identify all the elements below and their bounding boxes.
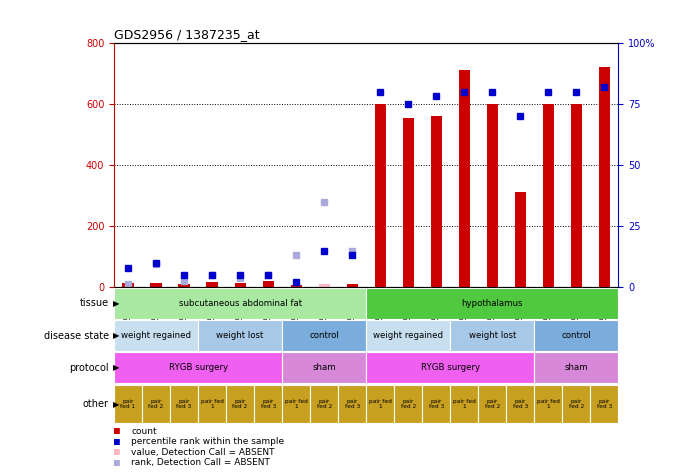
Bar	[543, 104, 554, 287]
Bar	[291, 285, 302, 287]
Text: percentile rank within the sample: percentile rank within the sample	[131, 438, 285, 446]
Text: ▶: ▶	[113, 331, 120, 340]
Text: pair
fed 2: pair fed 2	[232, 399, 248, 410]
Bar	[198, 385, 226, 423]
Text: weight regained: weight regained	[121, 331, 191, 340]
Text: weight regained: weight regained	[373, 331, 443, 340]
Bar	[507, 385, 534, 423]
Text: ■: ■	[114, 437, 120, 447]
Bar	[422, 385, 451, 423]
Text: RYGB surgery: RYGB surgery	[421, 364, 480, 372]
Bar	[395, 385, 422, 423]
Bar	[403, 118, 414, 287]
Text: disease state: disease state	[44, 330, 109, 341]
Text: control: control	[310, 331, 339, 340]
Text: sham: sham	[565, 364, 588, 372]
Text: hypothalamus: hypothalamus	[462, 299, 523, 308]
Text: control: control	[562, 331, 591, 340]
Text: pair
fed 3: pair fed 3	[428, 399, 444, 410]
Bar	[366, 352, 534, 383]
Bar	[347, 284, 358, 287]
Bar	[114, 352, 282, 383]
Bar	[478, 385, 507, 423]
Bar	[282, 385, 310, 423]
Bar	[338, 385, 366, 423]
Bar	[114, 320, 198, 351]
Bar	[170, 385, 198, 423]
Text: value, Detection Call = ABSENT: value, Detection Call = ABSENT	[131, 448, 275, 456]
Text: ■: ■	[114, 447, 120, 457]
Text: pair
fed 2: pair fed 2	[149, 399, 164, 410]
Text: other: other	[83, 399, 109, 409]
Bar	[366, 288, 618, 319]
Bar	[375, 104, 386, 287]
Bar	[451, 320, 534, 351]
Bar	[254, 385, 282, 423]
Bar	[486, 104, 498, 287]
Text: rank, Detection Call = ABSENT: rank, Detection Call = ABSENT	[131, 458, 270, 467]
Text: pair fed
1: pair fed 1	[369, 399, 392, 410]
Bar	[263, 281, 274, 287]
Text: ▶: ▶	[113, 400, 120, 409]
Bar	[198, 320, 282, 351]
Bar	[207, 282, 218, 287]
Bar	[459, 70, 470, 287]
Bar	[534, 385, 562, 423]
Bar	[366, 320, 451, 351]
Text: pair
fed 3: pair fed 3	[345, 399, 360, 410]
Text: tissue: tissue	[80, 298, 109, 309]
Text: ■: ■	[114, 426, 120, 437]
Bar	[310, 385, 338, 423]
Text: weight lost: weight lost	[216, 331, 264, 340]
Bar	[590, 385, 618, 423]
Text: protocol: protocol	[69, 363, 109, 373]
Bar	[534, 320, 618, 351]
Text: pair fed
1: pair fed 1	[200, 399, 223, 410]
Text: sham: sham	[312, 364, 336, 372]
Bar	[451, 385, 478, 423]
Bar	[515, 192, 526, 287]
Text: pair
fed 1: pair fed 1	[120, 399, 135, 410]
Bar	[571, 104, 582, 287]
Bar	[430, 116, 442, 287]
Text: ■: ■	[114, 457, 120, 468]
Bar	[114, 385, 142, 423]
Bar	[562, 385, 590, 423]
Bar	[366, 385, 395, 423]
Bar	[151, 283, 162, 287]
Bar	[142, 385, 170, 423]
Text: ▶: ▶	[113, 364, 120, 372]
Text: weight lost: weight lost	[468, 331, 516, 340]
Text: pair
fed 2: pair fed 2	[316, 399, 332, 410]
Text: pair
fed 3: pair fed 3	[597, 399, 612, 410]
Bar	[319, 284, 330, 287]
Text: pair
fed 3: pair fed 3	[513, 399, 528, 410]
Bar	[282, 352, 366, 383]
Bar	[226, 385, 254, 423]
Text: count: count	[131, 427, 157, 436]
Text: pair
fed 3: pair fed 3	[261, 399, 276, 410]
Text: pair
fed 3: pair fed 3	[176, 399, 191, 410]
Bar	[534, 352, 618, 383]
Bar	[122, 283, 133, 287]
Text: ▶: ▶	[113, 299, 120, 308]
Text: RYGB surgery: RYGB surgery	[169, 364, 227, 372]
Text: pair
fed 2: pair fed 2	[484, 399, 500, 410]
Bar	[178, 283, 189, 287]
Text: pair fed
1: pair fed 1	[453, 399, 475, 410]
Text: pair
fed 2: pair fed 2	[401, 399, 416, 410]
Text: subcutaneous abdominal fat: subcutaneous abdominal fat	[178, 299, 302, 308]
Text: GDS2956 / 1387235_at: GDS2956 / 1387235_at	[114, 28, 260, 42]
Bar	[234, 283, 246, 287]
Text: pair fed
1: pair fed 1	[285, 399, 307, 410]
Bar	[114, 288, 366, 319]
Bar	[599, 67, 610, 287]
Bar	[282, 320, 366, 351]
Text: pair
fed 2: pair fed 2	[569, 399, 584, 410]
Text: pair fed
1: pair fed 1	[537, 399, 560, 410]
